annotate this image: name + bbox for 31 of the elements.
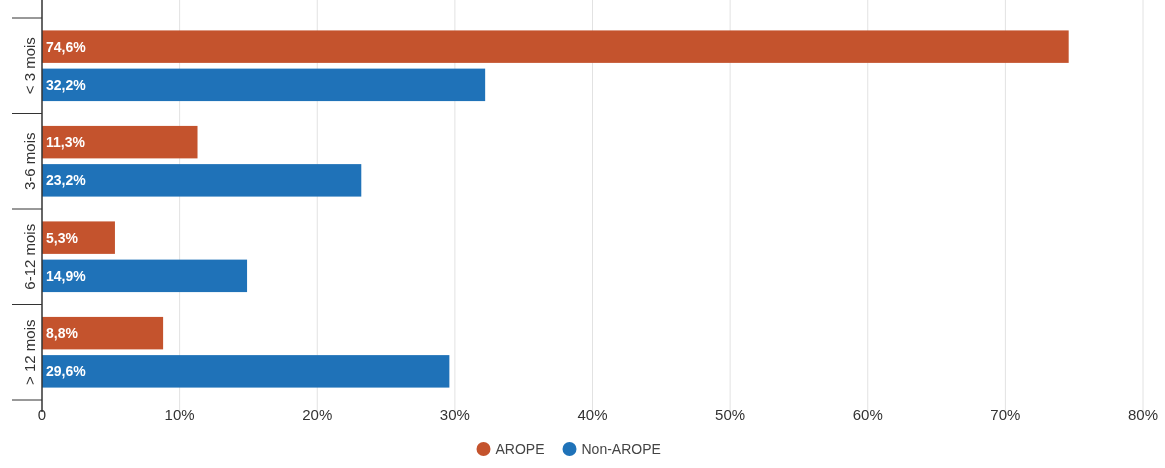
y-tick-label: 6-12 mois	[21, 223, 39, 290]
data-label: 8,8%	[46, 325, 79, 342]
data-label: 11,3%	[46, 134, 86, 151]
x-tick-label: 70%	[990, 406, 1021, 423]
x-tick-label: 60%	[852, 406, 883, 423]
x-tick-label: 50%	[715, 406, 746, 423]
bar	[42, 30, 1069, 63]
x-tick-label: 40%	[577, 406, 608, 423]
data-label: 29,6%	[46, 363, 87, 380]
bar	[42, 316, 164, 350]
y-tick-label: > 12 mois	[21, 319, 39, 385]
x-tick-label: 10%	[164, 406, 195, 423]
x-tick-label: 80%	[1127, 406, 1159, 423]
x-tick-label: 20%	[302, 406, 333, 423]
bar	[42, 259, 248, 293]
x-tick-label: 0	[37, 406, 47, 423]
data-label: 23,2%	[46, 172, 87, 189]
y-tick-label: < 3 mois	[21, 37, 39, 95]
y-tick-label: 3-6 mois	[21, 132, 39, 191]
data-label: 74,6%	[46, 38, 87, 55]
bar	[42, 125, 198, 159]
x-tick-label: 30%	[439, 406, 470, 423]
bar	[42, 68, 486, 102]
legend-label: AROPE	[495, 441, 545, 457]
bar	[42, 221, 115, 254]
bar	[42, 164, 362, 197]
data-label: 32,2%	[46, 76, 87, 93]
data-label: 5,3%	[46, 229, 79, 246]
data-label: 14,9%	[46, 267, 87, 284]
legend-label: Non-AROPE	[581, 441, 661, 457]
bar	[42, 355, 450, 388]
